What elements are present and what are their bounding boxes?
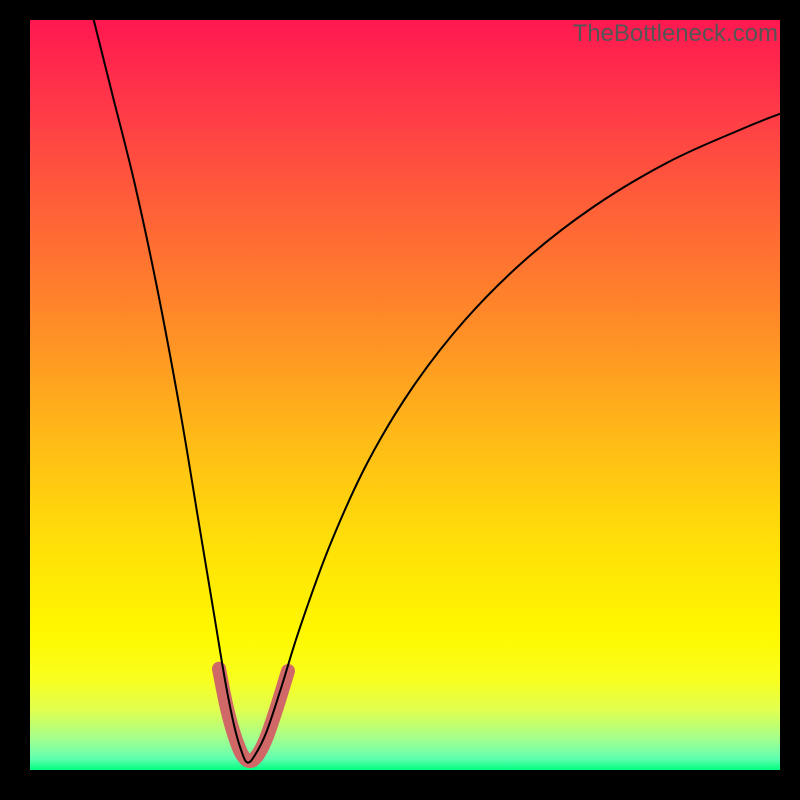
background-gradient xyxy=(30,20,780,770)
border-right xyxy=(780,0,800,800)
border-bottom xyxy=(0,770,800,800)
plot-area xyxy=(30,20,780,770)
plot-svg xyxy=(30,20,780,770)
chart-frame: TheBottleneck.com xyxy=(0,0,800,800)
watermark-text: TheBottleneck.com xyxy=(573,20,778,48)
border-top xyxy=(0,0,800,20)
border-left xyxy=(0,0,30,800)
